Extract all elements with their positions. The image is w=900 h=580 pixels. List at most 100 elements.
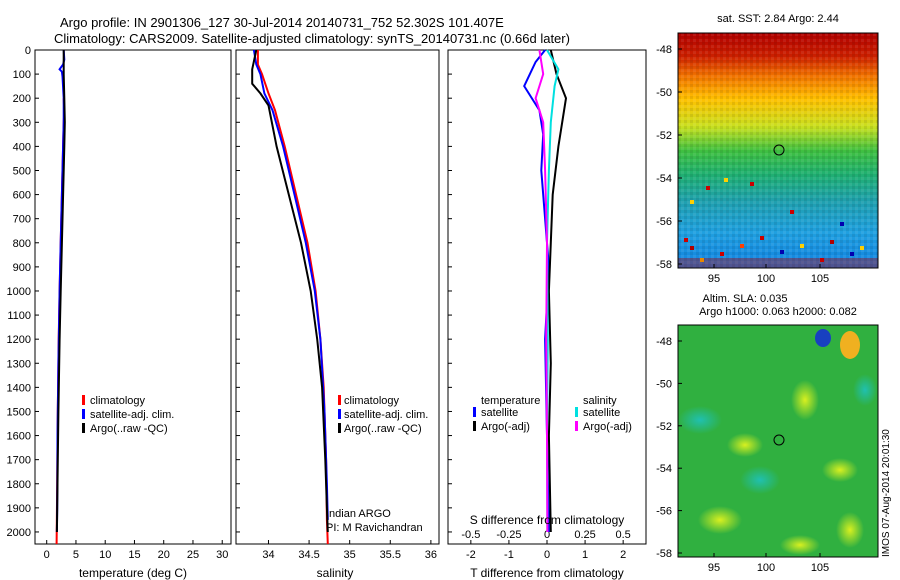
latitude-label: -54	[656, 463, 672, 475]
depth-tick-label: 400	[13, 141, 31, 153]
sst-cell-band	[678, 258, 878, 268]
sst-map-latitude-labels: -48 -50 -52 -54 -56 -58	[656, 44, 682, 271]
annotation-pi: PI: M Ravichandran	[326, 522, 423, 534]
legend-label-argo: Argo(..raw -QC)	[90, 423, 168, 435]
sla-blob	[853, 374, 877, 406]
x-tick-label: 5	[73, 549, 79, 561]
depth-tick-label: 1300	[7, 358, 31, 370]
legend-swatch-satellite	[338, 409, 341, 419]
longitude-label: 100	[757, 562, 775, 574]
sla-map-panel: Altim. SLA: 0.035 Argo h1000: 0.063 h200…	[656, 293, 892, 574]
sst-cell	[684, 238, 688, 242]
legend-header-temperature: temperature	[481, 395, 540, 407]
x-tick-label: 34.5	[298, 549, 319, 561]
depth-tick-label: 300	[13, 117, 31, 129]
x-tick-label: 2	[620, 549, 626, 561]
depth-tick-label: 1600	[7, 431, 31, 443]
sst-cell	[720, 252, 724, 256]
x-tick-label: -1	[504, 549, 514, 561]
depth-tick-label: 500	[13, 165, 31, 177]
legend-swatch-argo	[82, 423, 85, 433]
sla-map-title-line2: Argo h1000: 0.063 h2000: 0.082	[699, 306, 857, 318]
legend-label-t-argo: Argo(-adj)	[481, 421, 530, 433]
x-tick-label: 36	[425, 549, 437, 561]
sla-blob	[815, 329, 831, 347]
x-tick-label: 34	[262, 549, 274, 561]
s-diff-tick-label: -0.5	[461, 529, 480, 541]
sla-map-title-line1: Altim. SLA: 0.035	[703, 293, 788, 305]
x-tick-label: 35	[344, 549, 356, 561]
legend-swatch-climatology	[82, 395, 85, 405]
imos-timestamp: IMOS 07-Aug-2014 20:01:30	[881, 429, 892, 557]
depth-tick-label: 1800	[7, 479, 31, 491]
longitude-label: 100	[757, 273, 775, 285]
legend-header-salinity: salinity	[583, 395, 617, 407]
longitude-label: 105	[811, 273, 829, 285]
sla-blob	[822, 458, 858, 482]
legend-label-climatology: climatology	[90, 395, 146, 407]
difference-panel: -2 -1 0 1 2 -0.5 -0.25 0 0.25 0.5 T difference f…	[447, 49, 647, 580]
legend-label-satellite: satellite-adj. clim.	[344, 409, 428, 421]
depth-tick-label: 1000	[7, 286, 31, 298]
series-line-s-argo-adj	[534, 49, 549, 533]
salinity-tick-labels: 34 34.5 35 35.5 36	[236, 49, 437, 561]
sst-cell	[830, 240, 834, 244]
sst-cell	[706, 186, 710, 190]
latitude-label: -50	[656, 87, 672, 99]
sst-map-panel: sat. SST: 2.84 Argo: 2.44 -48 -50 -52 -54 -5…	[656, 13, 879, 285]
sla-blob	[780, 535, 820, 555]
sst-map-argo-location-marker	[773, 144, 785, 156]
sst-cell	[780, 250, 784, 254]
sla-map-longitude-labels: 95 100 105	[708, 553, 829, 574]
x-tick-label: 0	[44, 549, 50, 561]
difference-legend: temperature salinity satellite Argo(-adj…	[473, 395, 632, 433]
annotation-indian-argo: Indian ARGO	[326, 508, 391, 520]
longitude-label: 95	[708, 273, 720, 285]
sst-cell	[760, 236, 764, 240]
sla-blob	[727, 433, 763, 457]
x-tick-label: -2	[466, 549, 476, 561]
depth-tick-label: 1100	[7, 310, 31, 322]
depth-tick-label: 1200	[7, 334, 31, 346]
figure-title-line2: Climatology: CARS2009. Satellite-adjuste…	[54, 31, 570, 46]
salinity-panel: 34 34.5 35 35.5 36 salinity climatology sate…	[235, 49, 440, 580]
sla-map-frame	[677, 324, 879, 558]
temperature-difference-tick-labels: -2 -1 0 1 2	[448, 49, 626, 561]
difference-xlabel: T difference from climatology	[470, 566, 624, 580]
temperature-legend: climatology satellite-adj. clim. Argo(..…	[82, 395, 174, 435]
sla-map-argo-location-marker	[773, 434, 785, 446]
sst-cell	[690, 246, 694, 250]
s-diff-tick-label: 0	[544, 529, 550, 541]
latitude-label: -52	[656, 421, 672, 433]
difference-series	[523, 49, 568, 533]
legend-swatch-t-argo	[473, 421, 476, 431]
temperature-xlabel: temperature (deg C)	[79, 566, 187, 580]
latitude-label: -56	[656, 216, 672, 228]
sst-map-longitude-labels: 95 100 105	[708, 264, 829, 285]
legend-swatch-climatology	[338, 395, 341, 405]
sst-cell	[700, 258, 704, 262]
sst-map-missing-cells	[678, 178, 878, 268]
depth-tick-label: 900	[13, 262, 31, 274]
salinity-series	[251, 49, 329, 545]
depth-tick-label: 800	[13, 238, 31, 250]
depth-tick-label: 0	[25, 45, 31, 57]
sst-cell	[750, 182, 754, 186]
x-tick-label: 25	[187, 549, 199, 561]
sst-cell	[850, 252, 854, 256]
longitude-label: 105	[811, 562, 829, 574]
x-tick-label: 20	[158, 549, 170, 561]
legend-label-s-satellite: satellite	[583, 407, 620, 419]
s-diff-tick-label: 0.5	[616, 529, 631, 541]
latitude-label: -56	[656, 506, 672, 518]
longitude-label: 95	[708, 562, 720, 574]
x-tick-label: 0	[544, 549, 550, 561]
sst-cell	[820, 258, 824, 262]
latitude-label: -50	[656, 378, 672, 390]
series-line-argo-raw-qc	[251, 49, 329, 533]
series-line-satellite-adj-clim	[252, 49, 329, 520]
sla-blob	[740, 466, 780, 494]
legend-swatch-argo	[338, 423, 341, 433]
salinity-axes-frame	[235, 49, 440, 545]
